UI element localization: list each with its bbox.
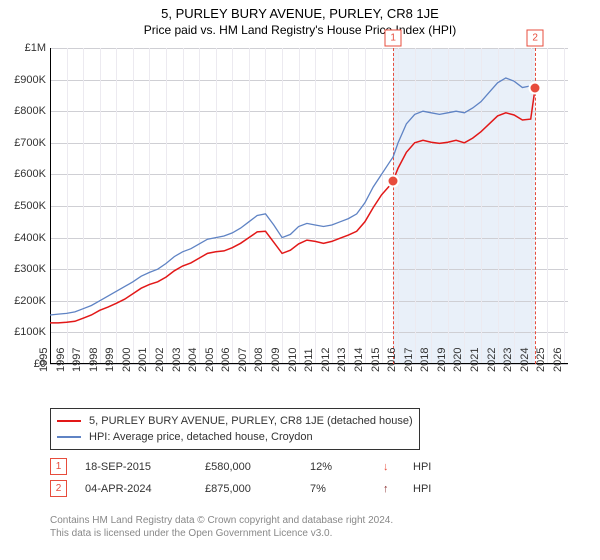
y-axis-label: £900K <box>0 74 46 86</box>
arrow-down-icon: ↓ <box>383 461 413 473</box>
y-axis-label: £300K <box>0 263 46 275</box>
legend-label-price: 5, PURLEY BURY AVENUE, PURLEY, CR8 1JE (… <box>89 415 413 427</box>
marker-dot <box>387 174 400 187</box>
legend-item-hpi: HPI: Average price, detached house, Croy… <box>57 429 413 445</box>
y-axis-label: £600K <box>0 168 46 180</box>
arrow-up-icon: ↑ <box>383 483 413 495</box>
legend-swatch-hpi <box>57 436 81 438</box>
y-axis-label: £500K <box>0 200 46 212</box>
y-axis-label: £700K <box>0 137 46 149</box>
chart-title: 5, PURLEY BURY AVENUE, PURLEY, CR8 1JE <box>0 0 600 21</box>
marker-flag: 1 <box>385 30 402 47</box>
plot-area: 12 <box>50 48 568 364</box>
sale-vs: HPI <box>413 461 431 473</box>
sale-pct: 7% <box>310 483 383 495</box>
y-axis-label: £400K <box>0 232 46 244</box>
marker-dot <box>529 81 542 94</box>
sale-row: 1 18-SEP-2015£580,00012%↓ HPI <box>50 458 570 475</box>
license-line2: This data is licensed under the Open Gov… <box>50 528 332 539</box>
sale-price: £580,000 <box>205 461 310 473</box>
chart-lines <box>50 48 568 364</box>
sale-pct: 12% <box>310 461 383 473</box>
sale-marker-ref: 2 <box>50 480 67 497</box>
y-axis-label: £1M <box>0 42 46 54</box>
sale-vs: HPI <box>413 483 431 495</box>
y-axis-label: £100K <box>0 326 46 338</box>
sale-date: 04-APR-2024 <box>85 483 205 495</box>
y-axis-label: £800K <box>0 105 46 117</box>
legend-swatch-price <box>57 420 81 422</box>
chart-subtitle: Price paid vs. HM Land Registry's House … <box>0 21 600 41</box>
legend-label-hpi: HPI: Average price, detached house, Croy… <box>89 431 313 443</box>
sale-marker-ref: 1 <box>50 458 67 475</box>
line-hpi <box>50 78 535 315</box>
sale-price: £875,000 <box>205 483 310 495</box>
license-line1: Contains HM Land Registry data © Crown c… <box>50 515 393 526</box>
x-axis-label: 2026 <box>552 348 600 372</box>
legend-item-price: 5, PURLEY BURY AVENUE, PURLEY, CR8 1JE (… <box>57 413 413 429</box>
license-text: Contains HM Land Registry data © Crown c… <box>50 514 393 540</box>
y-axis-label: £200K <box>0 295 46 307</box>
legend-box: 5, PURLEY BURY AVENUE, PURLEY, CR8 1JE (… <box>50 408 420 450</box>
sale-row: 2 04-APR-2024£875,0007%↑ HPI <box>50 480 570 497</box>
sale-date: 18-SEP-2015 <box>85 461 205 473</box>
marker-flag: 2 <box>527 30 544 47</box>
